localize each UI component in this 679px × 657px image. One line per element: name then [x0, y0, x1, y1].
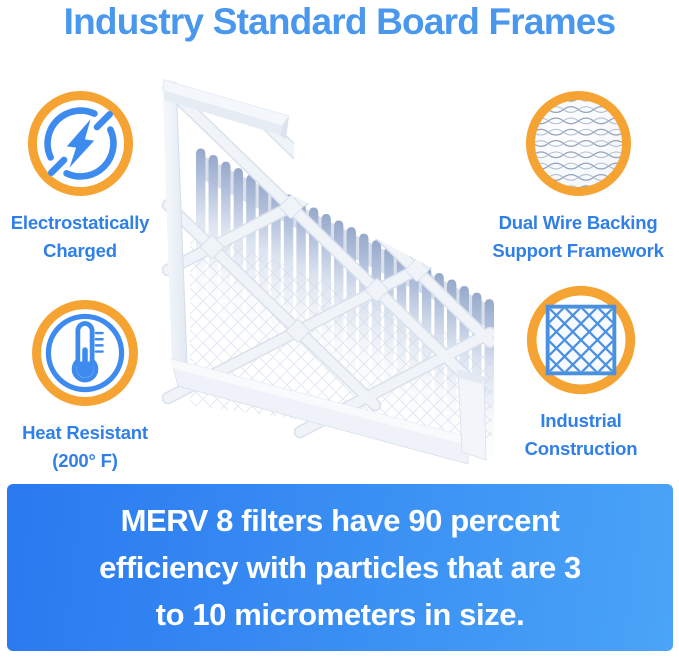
- feature-electrostatic: Electrostatically Charged: [1, 87, 159, 265]
- feature-label: Industrial Construction: [524, 410, 638, 459]
- thermometer-glyph: [71, 321, 104, 383]
- mesh-grid-icon: [501, 282, 661, 398]
- feature-industrial: Industrial Construction: [501, 282, 661, 463]
- feature-label: Heat Resistant (200° F): [22, 422, 148, 471]
- page-title: Industry Standard Board Frames: [63, 1, 616, 42]
- filter-pleats: [196, 148, 495, 466]
- lightning-bolt-glyph: [66, 119, 94, 168]
- feature-label: Dual Wire Backing Support Framework: [492, 212, 664, 261]
- diamond-lattice-pattern: [549, 308, 613, 372]
- merv-info-banner: MERV 8 filters have 90 percent efficienc…: [7, 484, 673, 651]
- banner-text-line: to 10 micrometers in size.: [155, 597, 525, 632]
- feature-heat-resistant: Heat Resistant (200° F): [6, 296, 164, 475]
- board-frame: [162, 78, 487, 465]
- orange-ring: [525, 91, 631, 196]
- pleat-shadow-band: [196, 152, 488, 328]
- wire-mesh-photo-icon: [492, 87, 664, 200]
- thermometer-icon: [6, 296, 164, 410]
- feature-wire-backing: Dual Wire Backing Support Framework: [492, 87, 664, 265]
- lightning-circle-icon: [1, 87, 159, 200]
- support-lattice: [161, 81, 494, 439]
- filter-media-texture: [190, 225, 492, 445]
- feature-label: Electrostatically Charged: [10, 212, 150, 261]
- banner-text-line: efficiency with particles that are 3: [99, 550, 581, 585]
- banner-text-line: MERV 8 filters have 90 percent: [120, 503, 560, 538]
